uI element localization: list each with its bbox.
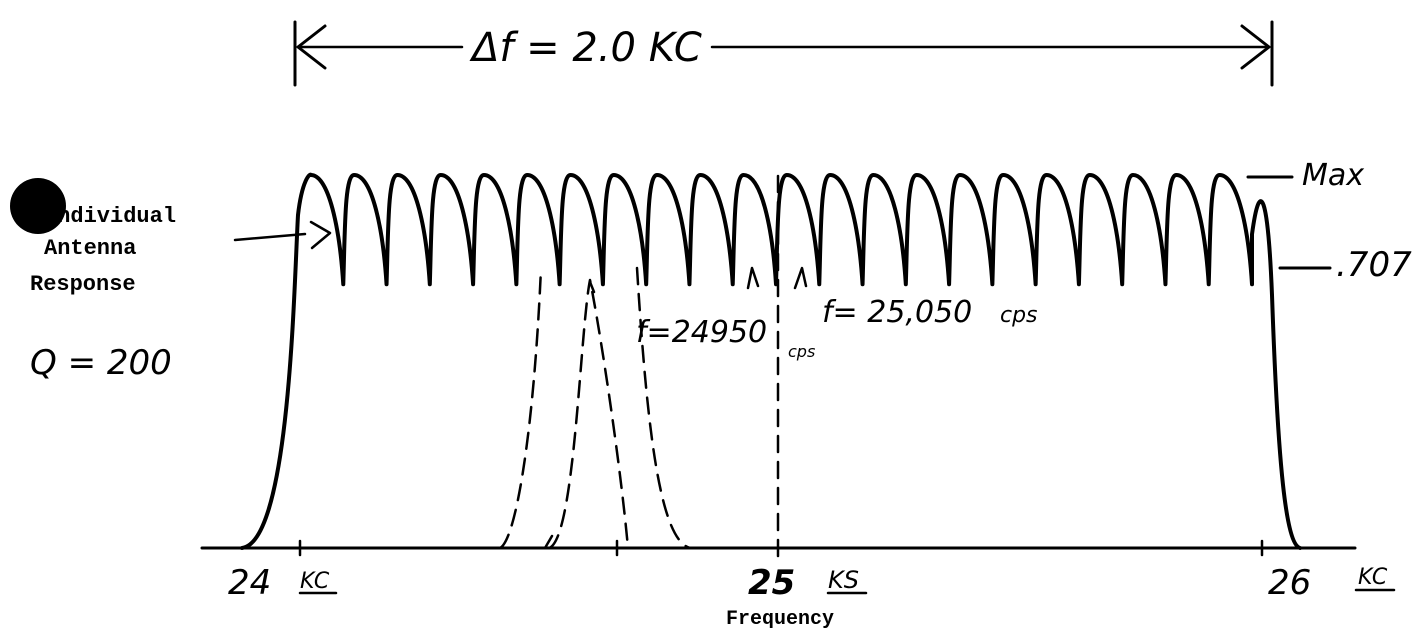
individual-responses <box>498 266 692 550</box>
composite-response-curve <box>240 172 1302 550</box>
freq-low-label: f=24950 <box>636 315 767 350</box>
dashed-peak-mark <box>588 280 596 294</box>
x-tick-label-26: 26 <box>1268 563 1311 603</box>
frequency-pointers: f=24950 cps f= 25,050 cps <box>636 266 1038 361</box>
annotation-line-3: Response <box>30 272 136 297</box>
x-tick-unit-26: KC <box>1358 565 1388 590</box>
freq-low-unit: cps <box>788 342 815 361</box>
freq-high-unit: cps <box>1000 303 1038 328</box>
x-tick-label-24: 24 <box>228 563 271 603</box>
individual-response-center-dashed <box>547 278 630 550</box>
individual-response-left-dashed <box>498 266 543 550</box>
ink-blot <box>10 178 66 234</box>
side-annotation: Individual Antenna Response Q = 200 <box>10 178 332 383</box>
x-axis-label: Frequency <box>726 608 834 631</box>
annotation-line-2: Antenna <box>44 236 136 261</box>
x-tick-unit-24: KC <box>300 569 330 594</box>
annotation-pointer-line <box>233 232 307 242</box>
dashed-foot-mark <box>543 534 554 550</box>
x-tick-unit-25: KS <box>828 566 859 594</box>
pointer-high-arrow-icon <box>793 266 808 290</box>
x-axis: 24 KC 25 KS 26 KC Frequency <box>200 539 1396 631</box>
bandwidth-dimension: Δf = 2.0 KC <box>293 20 1274 87</box>
annotation-pointer-arrow-icon <box>309 220 332 250</box>
level-markers: Max .707 <box>1246 158 1412 285</box>
individual-response-right-dashed <box>635 266 692 550</box>
q-factor-label: Q = 200 <box>30 343 172 383</box>
level-707-label: .707 <box>1336 245 1412 285</box>
x-tick-label-25: 25 <box>748 563 795 603</box>
max-level-label: Max <box>1302 158 1364 193</box>
annotation-line-1: Individual <box>44 204 176 229</box>
bandwidth-label: Δf = 2.0 KC <box>469 25 702 71</box>
pointer-low-arrow-icon <box>746 266 760 290</box>
freq-high-label: f= 25,050 <box>822 295 972 330</box>
